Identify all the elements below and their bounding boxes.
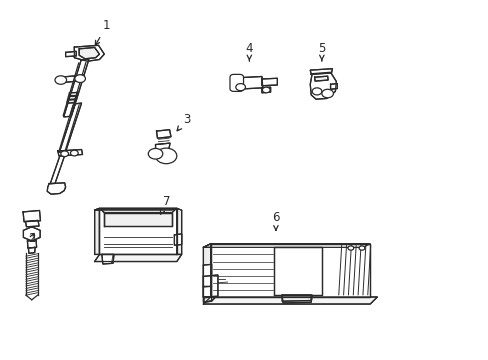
Polygon shape: [63, 59, 89, 117]
Polygon shape: [262, 87, 270, 93]
Circle shape: [155, 148, 177, 164]
Polygon shape: [174, 234, 181, 245]
Polygon shape: [69, 93, 77, 96]
Text: 3: 3: [177, 113, 190, 131]
Polygon shape: [95, 255, 181, 261]
FancyBboxPatch shape: [229, 75, 243, 91]
Polygon shape: [156, 130, 171, 138]
Polygon shape: [58, 75, 84, 83]
Polygon shape: [282, 295, 310, 301]
Polygon shape: [95, 208, 177, 210]
Polygon shape: [314, 76, 327, 81]
Polygon shape: [104, 213, 172, 226]
Circle shape: [148, 148, 163, 159]
Polygon shape: [58, 149, 82, 156]
Polygon shape: [47, 183, 65, 194]
Circle shape: [358, 246, 364, 250]
Polygon shape: [65, 51, 76, 57]
Polygon shape: [23, 211, 41, 222]
Polygon shape: [203, 297, 215, 302]
Polygon shape: [203, 275, 218, 297]
Polygon shape: [79, 48, 99, 59]
Polygon shape: [203, 244, 369, 247]
Polygon shape: [262, 78, 277, 86]
Polygon shape: [203, 297, 377, 304]
Polygon shape: [203, 286, 211, 302]
Text: 5: 5: [318, 42, 325, 61]
Text: 2: 2: [28, 232, 36, 245]
Circle shape: [347, 246, 353, 250]
Polygon shape: [28, 247, 35, 253]
Polygon shape: [177, 208, 181, 255]
Polygon shape: [273, 247, 321, 295]
Text: 4: 4: [245, 42, 253, 61]
Text: 6: 6: [272, 211, 279, 230]
Circle shape: [61, 151, 68, 157]
Polygon shape: [68, 96, 76, 100]
Polygon shape: [282, 295, 311, 303]
Polygon shape: [100, 209, 176, 213]
Polygon shape: [23, 227, 40, 241]
Polygon shape: [309, 69, 332, 75]
Polygon shape: [155, 143, 170, 151]
Circle shape: [321, 89, 333, 98]
Polygon shape: [309, 72, 336, 99]
Polygon shape: [102, 255, 114, 264]
Circle shape: [70, 150, 78, 156]
Polygon shape: [67, 100, 75, 103]
Polygon shape: [203, 264, 211, 287]
Circle shape: [235, 84, 245, 91]
Circle shape: [55, 76, 66, 84]
Polygon shape: [330, 84, 337, 89]
Polygon shape: [203, 244, 210, 297]
Polygon shape: [74, 45, 104, 61]
Polygon shape: [95, 208, 99, 255]
Polygon shape: [25, 220, 39, 227]
Polygon shape: [27, 240, 37, 248]
Circle shape: [262, 87, 269, 93]
Polygon shape: [210, 244, 369, 297]
Circle shape: [75, 75, 85, 82]
Text: 1: 1: [95, 19, 110, 45]
Text: 7: 7: [160, 195, 170, 214]
Polygon shape: [50, 156, 64, 184]
Polygon shape: [234, 77, 263, 89]
Polygon shape: [99, 208, 177, 255]
Circle shape: [311, 88, 321, 95]
Polygon shape: [59, 103, 81, 152]
